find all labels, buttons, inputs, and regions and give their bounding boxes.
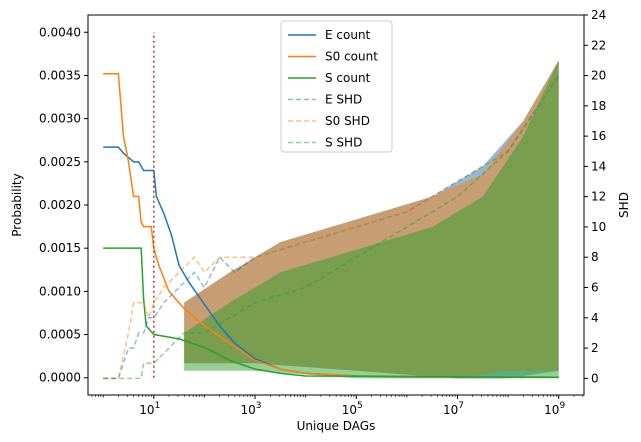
x-tick-exponent: 1 [155,401,161,411]
legend-label-s0-count: S0 count [325,50,378,64]
right-tick-label: 12 [591,190,606,204]
series-s0-count [103,72,559,379]
left-tick-label: 0.0025 [39,155,81,169]
right-tick-label: 18 [591,99,606,113]
left-tick-label: 0.0020 [39,198,81,212]
right-axis-label: SHD [617,192,631,218]
right-tick-label: 10 [591,220,606,234]
series-s-count [103,247,559,379]
x-tick-label: 103 [241,401,262,417]
right-tick-label: 20 [591,69,606,83]
left-tick-label: 0.0040 [39,25,81,39]
right-tick-label: 4 [591,311,599,325]
legend-label-e-count: E count [325,28,371,42]
x-axis-label: Unique DAGs [297,419,376,433]
left-tick-label: 0.0035 [39,68,81,82]
x-tick-exponent: 7 [458,401,464,411]
left-tick-label: 0.0010 [39,284,81,298]
x-tick-exponent: 3 [256,401,262,411]
legend-label-s-count: S count [325,71,371,85]
right-tick-label: 6 [591,281,599,295]
left-axis-label: Probability [10,173,24,236]
x-tick-exponent: 9 [559,401,565,411]
right-tick-label: 0 [591,371,599,385]
left-axis-ticks: 0.0000 0.0005 0.0010 0.0015 0.0020 0.0025 0.00… [39,25,88,385]
left-tick-label: 0.0000 [39,371,81,385]
left-tick-label: 0.0030 [39,112,81,126]
legend-box [280,20,393,153]
left-tick-label: 0.0005 [39,328,81,342]
x-axis-ticks: 101 103 105 107 109 [91,395,584,417]
right-tick-label: 24 [591,8,606,22]
series-lines [103,72,560,380]
series-s-shd [103,75,560,380]
x-tick-label: 107 [443,401,464,417]
x-tick-label: 101 [139,401,160,417]
x-tick-exponent: 5 [357,401,363,411]
right-tick-label: 8 [591,250,599,264]
legend-label-s0-shd: S0 SHD [325,114,370,128]
x-tick-label: 109 [544,401,565,417]
s-shd-band [184,60,559,379]
right-tick-label: 16 [591,129,606,143]
right-tick-label: 14 [591,159,606,173]
legend-label-e-shd: E SHD [325,93,362,107]
right-tick-label: 2 [591,341,599,355]
legend-label-s-shd: S SHD [325,136,362,150]
shd-bands [184,60,559,379]
x-tick-label: 105 [342,401,363,417]
series-s0-shd [103,75,560,380]
left-tick-label: 0.0015 [39,241,81,255]
right-tick-label: 22 [591,38,606,52]
legend: E count S0 count S count E SHD S0 SHD S SHD [280,20,393,153]
